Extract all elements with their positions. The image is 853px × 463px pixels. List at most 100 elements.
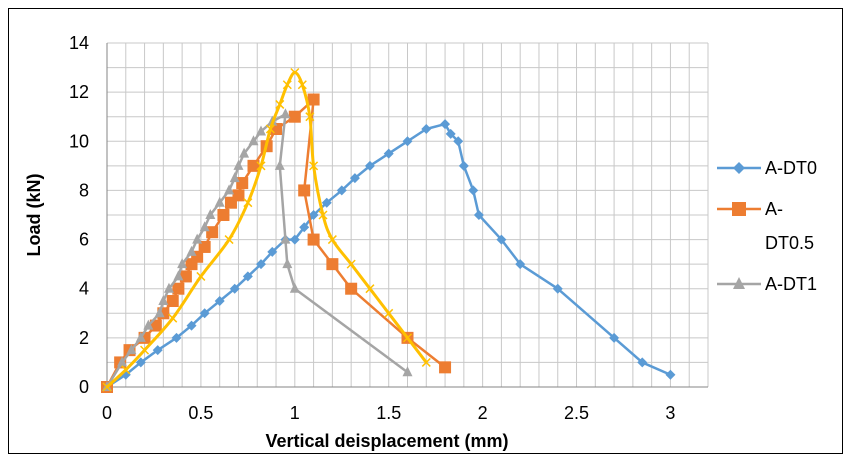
x-marker xyxy=(327,235,337,245)
x-marker xyxy=(168,313,178,323)
x-marker xyxy=(196,271,206,281)
y-tick-label: 8 xyxy=(79,180,89,200)
diamond-marker xyxy=(349,173,360,184)
axes xyxy=(106,43,708,388)
diamond-marker xyxy=(515,259,526,270)
series-yellow-curve xyxy=(102,67,431,392)
series-line xyxy=(105,70,428,389)
diamond-marker xyxy=(637,357,648,368)
square-marker xyxy=(439,361,452,374)
triangle-marker xyxy=(135,331,146,342)
triangle-marker xyxy=(274,159,285,170)
legend-label: DT0.5 xyxy=(765,233,814,253)
x-marker xyxy=(402,333,413,343)
triangle-marker xyxy=(248,135,259,146)
square-marker xyxy=(198,240,211,253)
diamond-marker xyxy=(267,246,278,257)
legend-label: A-DT1 xyxy=(765,274,817,294)
diamond-marker xyxy=(552,283,563,294)
series-layer xyxy=(101,67,676,393)
x-tick-label: 3 xyxy=(665,403,675,423)
y-tick-label: 12 xyxy=(69,82,89,102)
diamond-marker xyxy=(496,234,507,245)
diamond-marker xyxy=(299,222,310,233)
triangle-marker xyxy=(126,344,137,355)
x-marker xyxy=(265,124,275,134)
diamond-marker xyxy=(609,332,620,343)
x-marker xyxy=(140,345,150,355)
series-line xyxy=(105,113,409,388)
square-marker xyxy=(232,189,245,202)
x-marker xyxy=(282,80,292,90)
y-tick-label: 10 xyxy=(69,131,89,151)
square-marker xyxy=(166,295,179,307)
diamond-marker xyxy=(453,136,464,147)
series-a-dt0.5 xyxy=(101,93,452,393)
diamond-marker xyxy=(383,148,394,159)
diamond-marker xyxy=(364,160,375,171)
triangle-marker xyxy=(192,233,203,244)
triangle-marker xyxy=(205,209,216,219)
triangle-marker xyxy=(224,184,235,195)
y-tick-label: 14 xyxy=(69,33,89,53)
x-marker xyxy=(346,259,356,269)
diamond-marker xyxy=(289,234,300,245)
triangle-marker xyxy=(229,172,240,183)
series-a-dt1 xyxy=(102,108,413,391)
legend-entry: A-DT1 xyxy=(717,274,817,294)
diamond-marker xyxy=(171,332,182,343)
legend: A-DT0 A- DT0.5 A-DT1 xyxy=(717,158,817,294)
triangle-marker xyxy=(117,356,128,367)
square-marker xyxy=(172,282,185,295)
square-marker xyxy=(206,226,219,239)
square-marker xyxy=(217,209,230,221)
diamond-marker xyxy=(445,128,456,139)
y-tick-label: 2 xyxy=(79,328,89,348)
x-marker xyxy=(384,308,394,318)
x-marker xyxy=(297,80,307,90)
square-marker xyxy=(732,202,746,216)
x-marker xyxy=(102,382,112,392)
y-tick-label: 4 xyxy=(79,279,89,299)
triangle-marker xyxy=(158,295,169,305)
x-tick-label: 2 xyxy=(478,403,488,423)
x-tick-label: 1.5 xyxy=(376,403,401,423)
triangle-marker xyxy=(402,366,413,377)
x-marker xyxy=(290,67,300,78)
x-marker xyxy=(256,161,266,171)
square-marker xyxy=(326,258,339,271)
diamond-marker xyxy=(440,119,451,130)
diamond-marker xyxy=(229,283,240,294)
triangle-marker xyxy=(177,258,188,269)
diamond-marker xyxy=(242,271,253,282)
diamond-marker xyxy=(421,124,432,134)
x-marker xyxy=(309,161,319,171)
triangle-marker xyxy=(280,108,291,119)
diamond-marker xyxy=(468,185,479,196)
legend-label: A-DT0 xyxy=(765,158,817,178)
legend-label: A- xyxy=(765,199,783,219)
x-marker xyxy=(365,284,375,294)
x-marker xyxy=(243,198,253,208)
diamond-marker xyxy=(186,320,197,331)
tick-labels: 0 0.5 1 1.5 2 2.5 3 0 2 4 6 8 10 12 14 xyxy=(69,33,675,423)
triangle-marker xyxy=(239,147,250,158)
x-marker xyxy=(224,235,234,245)
y-tick-label: 6 xyxy=(79,230,89,250)
square-marker xyxy=(307,93,320,106)
triangle-marker xyxy=(163,282,174,293)
triangle-marker xyxy=(173,270,184,281)
x-marker xyxy=(421,357,431,367)
x-marker xyxy=(275,99,285,109)
diamond-marker xyxy=(214,296,225,306)
diamond-marker xyxy=(733,162,745,174)
triangle-marker xyxy=(289,282,300,293)
triangle-marker xyxy=(143,319,154,330)
triangle-marker xyxy=(199,221,210,232)
square-marker xyxy=(149,319,162,332)
diamond-marker xyxy=(308,210,319,220)
x-marker xyxy=(318,210,328,220)
y-axis-title: Load (kN) xyxy=(24,173,44,256)
series-a-dt0 xyxy=(102,119,676,392)
chart-frame xyxy=(8,8,843,454)
